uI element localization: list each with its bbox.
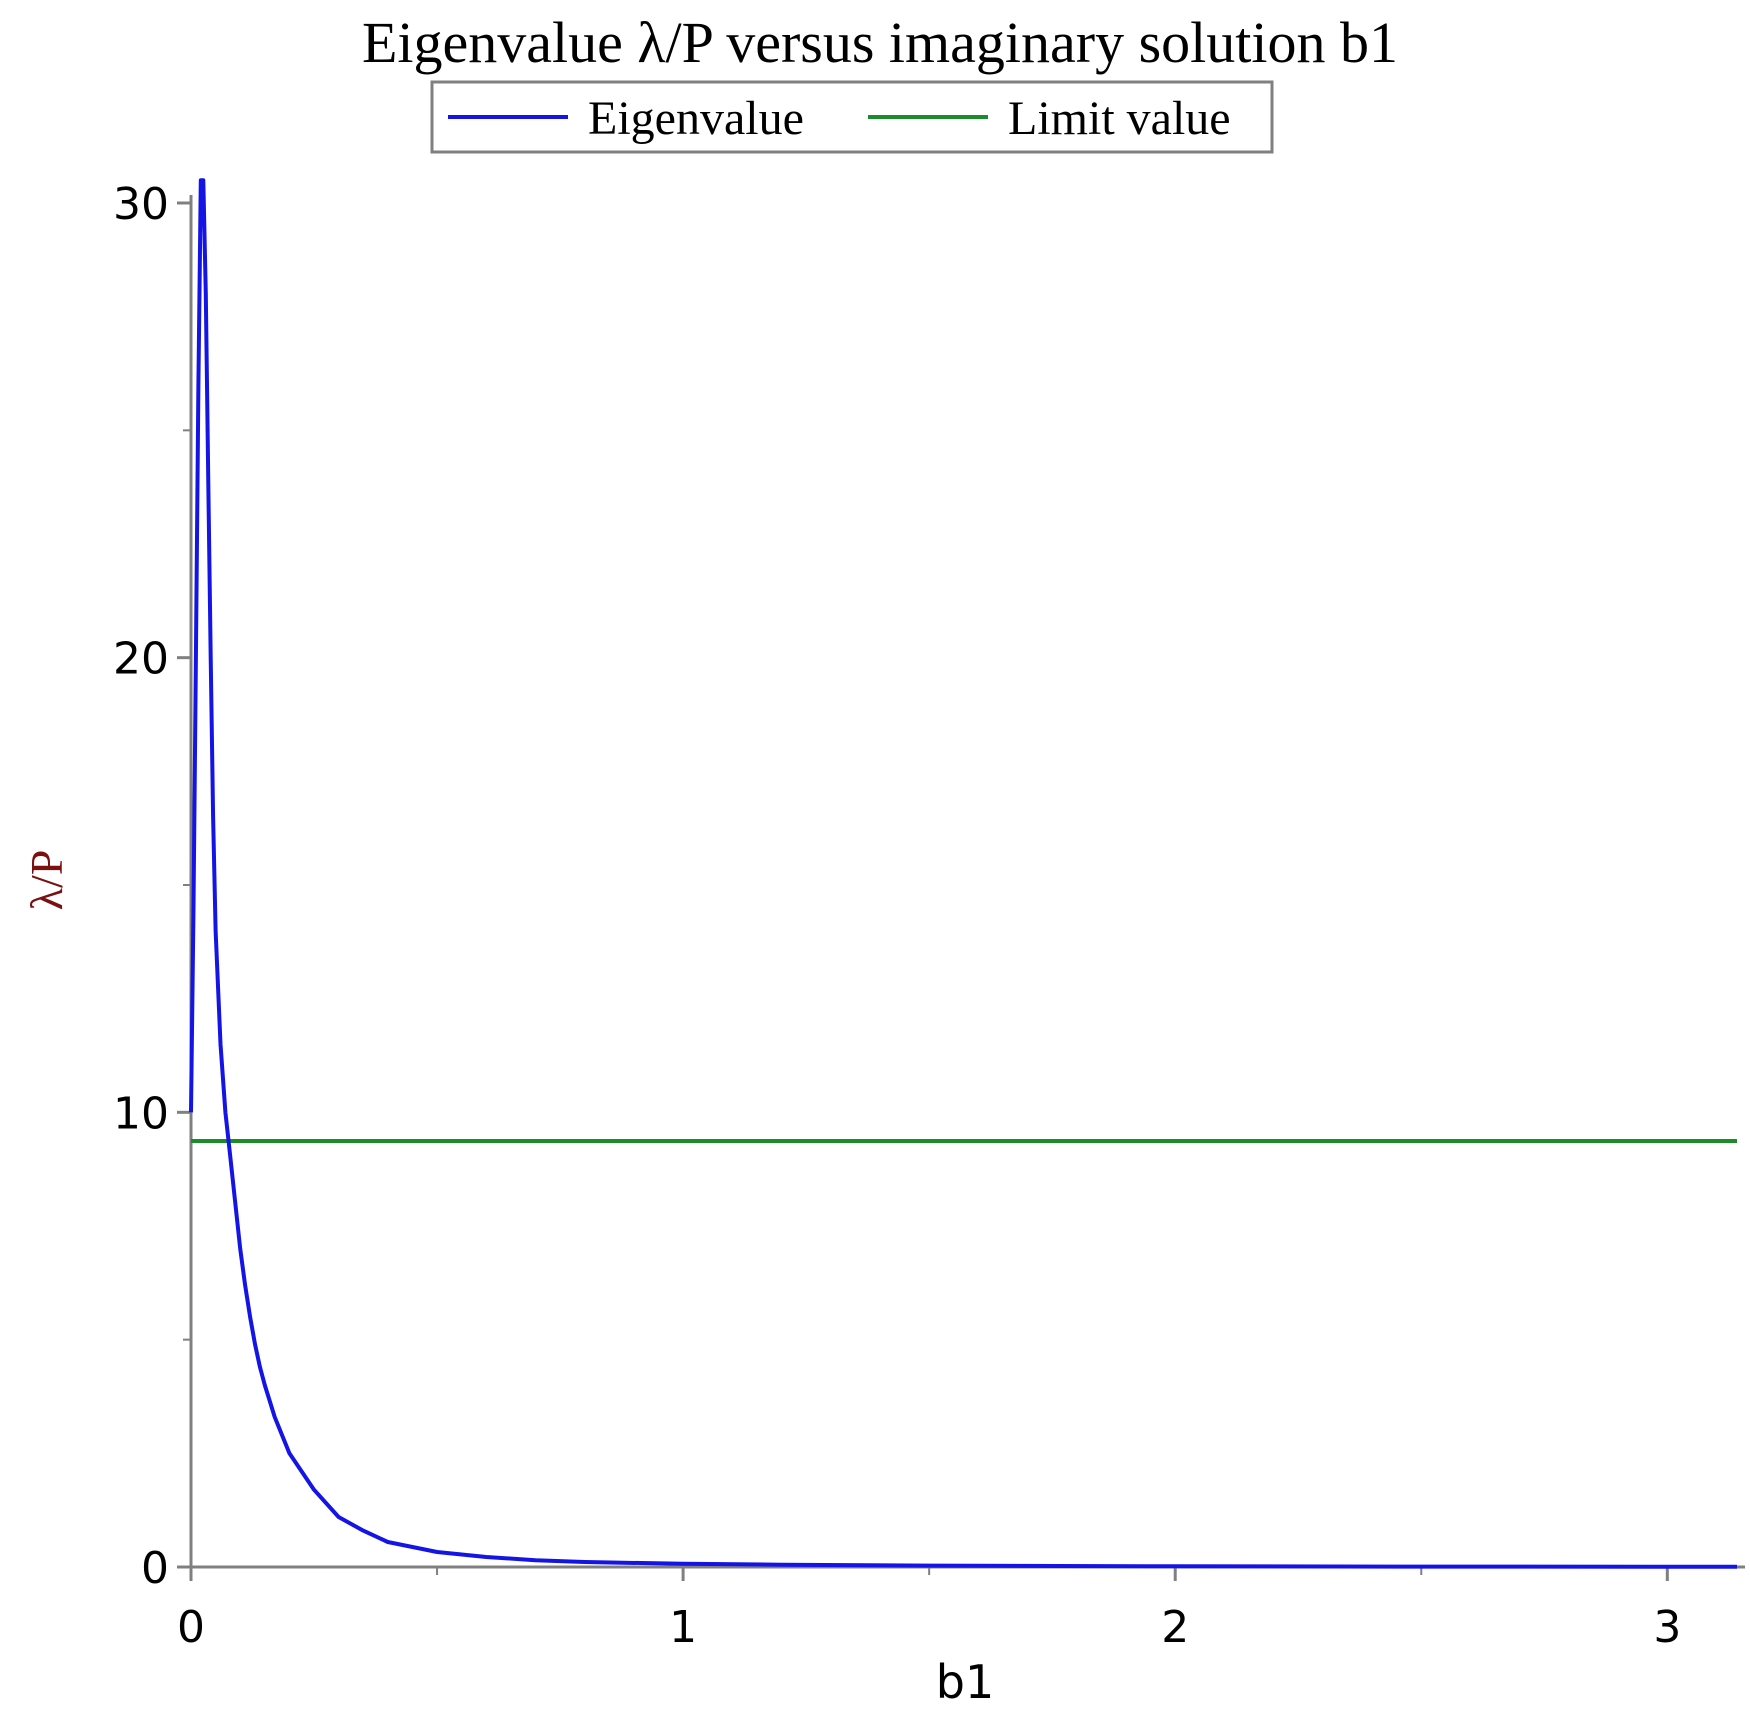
legend-label-limit-value: Limit value xyxy=(1008,92,1231,145)
y-tick-label: 20 xyxy=(113,634,169,685)
y-tick-label: 0 xyxy=(141,1543,169,1594)
chart-title: Eigenvalue λ/P versus imaginary solution… xyxy=(362,10,1398,75)
legend-label-eigenvalue: Eigenvalue xyxy=(588,92,804,145)
legend: Eigenvalue Limit value xyxy=(430,80,1274,154)
y-tick-label: 30 xyxy=(113,179,169,230)
y-tick-label: 10 xyxy=(113,1088,169,1139)
y-axis-label: λ/P xyxy=(21,850,72,911)
x-tick-label: 2 xyxy=(1161,1602,1189,1653)
x-tick-label: 1 xyxy=(669,1602,697,1653)
x-tick-label: 0 xyxy=(177,1602,205,1653)
x-tick-label: 3 xyxy=(1653,1602,1681,1653)
series-line-eigenvalue xyxy=(189,178,1738,1569)
legend-box xyxy=(430,80,1274,154)
x-axis-label: b1 xyxy=(936,1655,994,1709)
